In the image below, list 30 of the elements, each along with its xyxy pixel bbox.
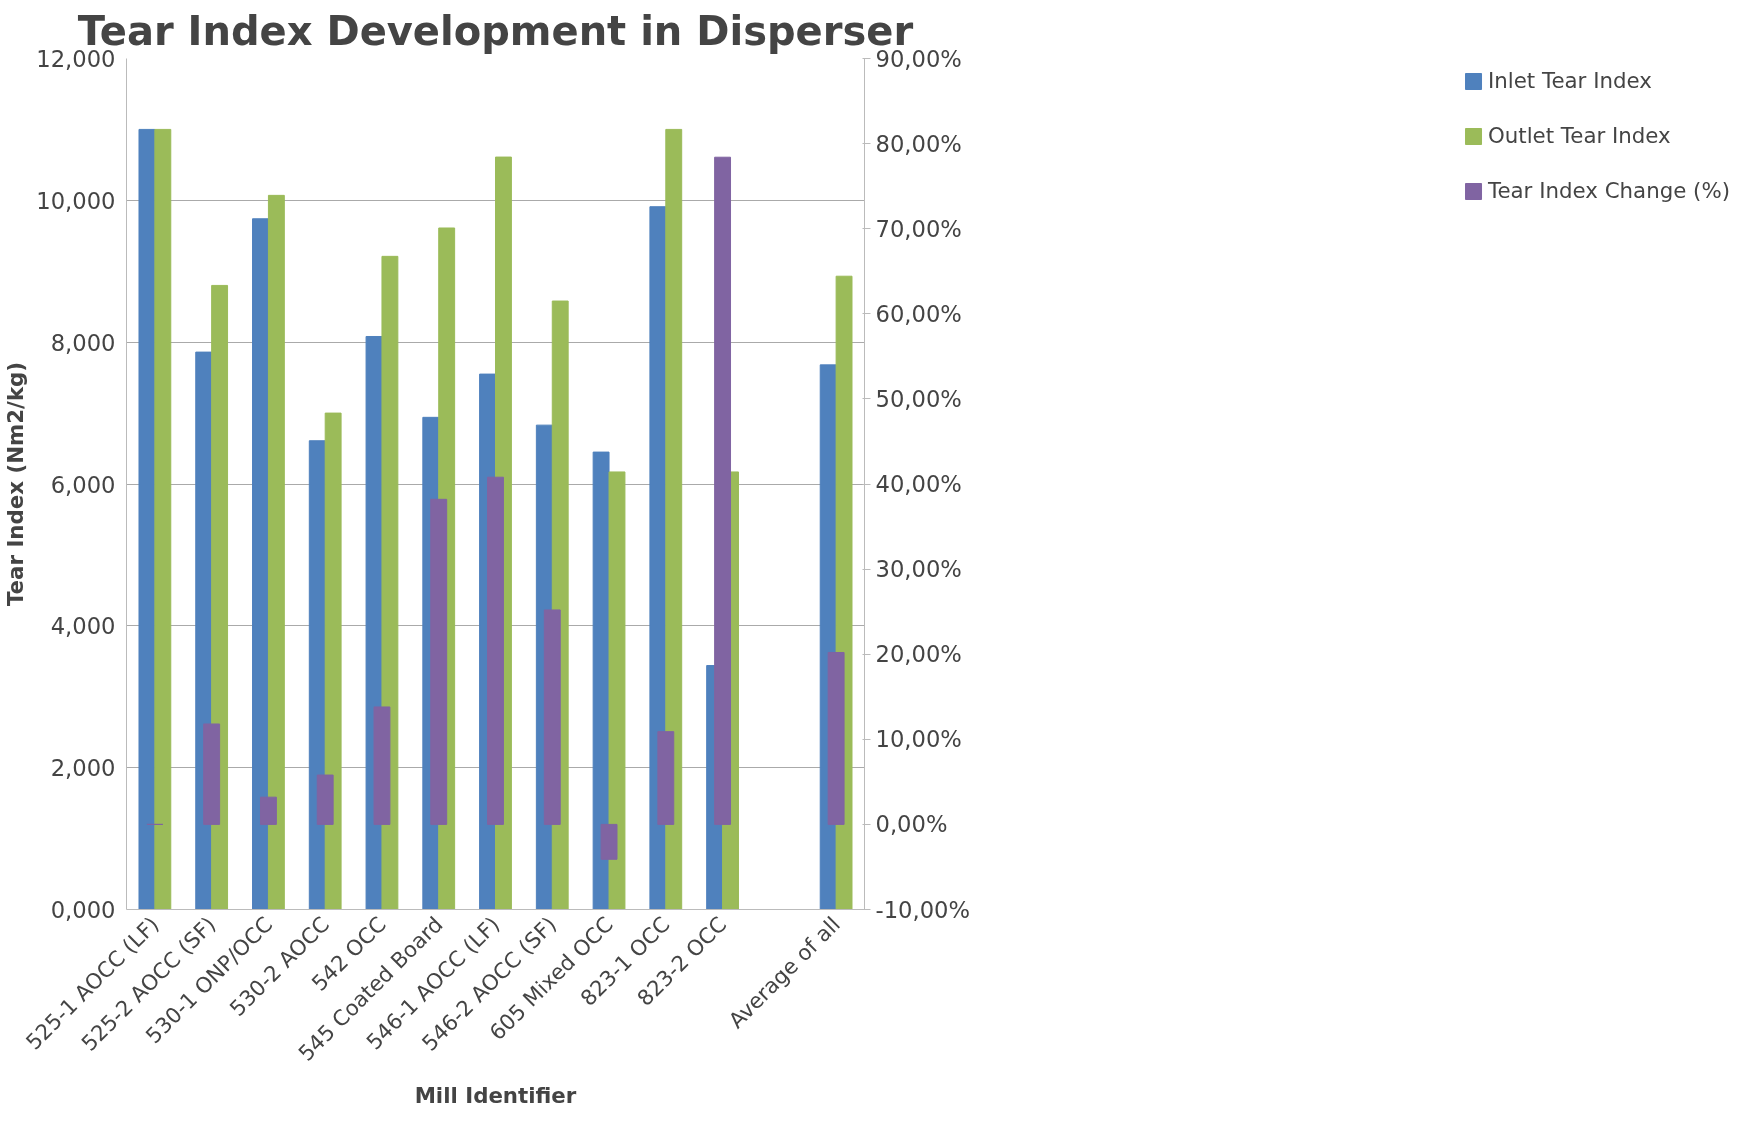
bar	[316, 774, 334, 825]
bar	[203, 723, 221, 825]
bar	[138, 128, 156, 910]
y-tick-label: 0,000	[50, 897, 116, 923]
y2-tick-label: -10,00%	[875, 896, 971, 923]
bar	[600, 823, 618, 860]
y2-tick-label: 10,00%	[875, 726, 962, 753]
y2-tick-label: 80,00%	[875, 130, 962, 157]
y-tick-label: 8,000	[50, 329, 116, 356]
y2-tick-label: 20,00%	[875, 641, 962, 668]
bar	[657, 731, 675, 825]
y-tick-label: 4,000	[50, 613, 116, 640]
y2-tick-label: 30,00%	[875, 556, 962, 583]
y-tick-label: 10,000	[36, 187, 116, 214]
x-axis-title: Mill Identifier	[414, 1082, 577, 1108]
bar	[259, 796, 277, 825]
bar	[154, 128, 172, 910]
legend-label: Inlet Tear Index	[1488, 68, 1652, 93]
y-tick-label: 6,000	[50, 471, 116, 498]
y2-tick-label: 60,00%	[875, 300, 962, 327]
legend-label: Tear Index Change (%)	[1488, 178, 1730, 203]
legend-label: Outlet Tear Index	[1488, 123, 1671, 148]
y2-tick-label: 50,00%	[875, 385, 962, 412]
y-tick-label: 2,000	[50, 755, 116, 782]
y2-tick-label: 70,00%	[875, 215, 962, 242]
bar	[827, 652, 845, 825]
y2-tick-label: 40,00%	[875, 471, 962, 497]
y2-tick-label: 0,00%	[875, 811, 948, 838]
y-axis-title: Tear Index (Nm2/kg)	[3, 361, 29, 607]
bar	[373, 706, 391, 825]
